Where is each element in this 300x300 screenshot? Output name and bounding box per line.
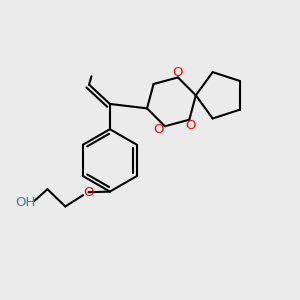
Text: O: O — [185, 118, 196, 132]
Text: O: O — [154, 123, 164, 136]
Text: O: O — [173, 66, 183, 79]
Text: OH: OH — [15, 196, 35, 209]
Text: O: O — [83, 186, 94, 199]
